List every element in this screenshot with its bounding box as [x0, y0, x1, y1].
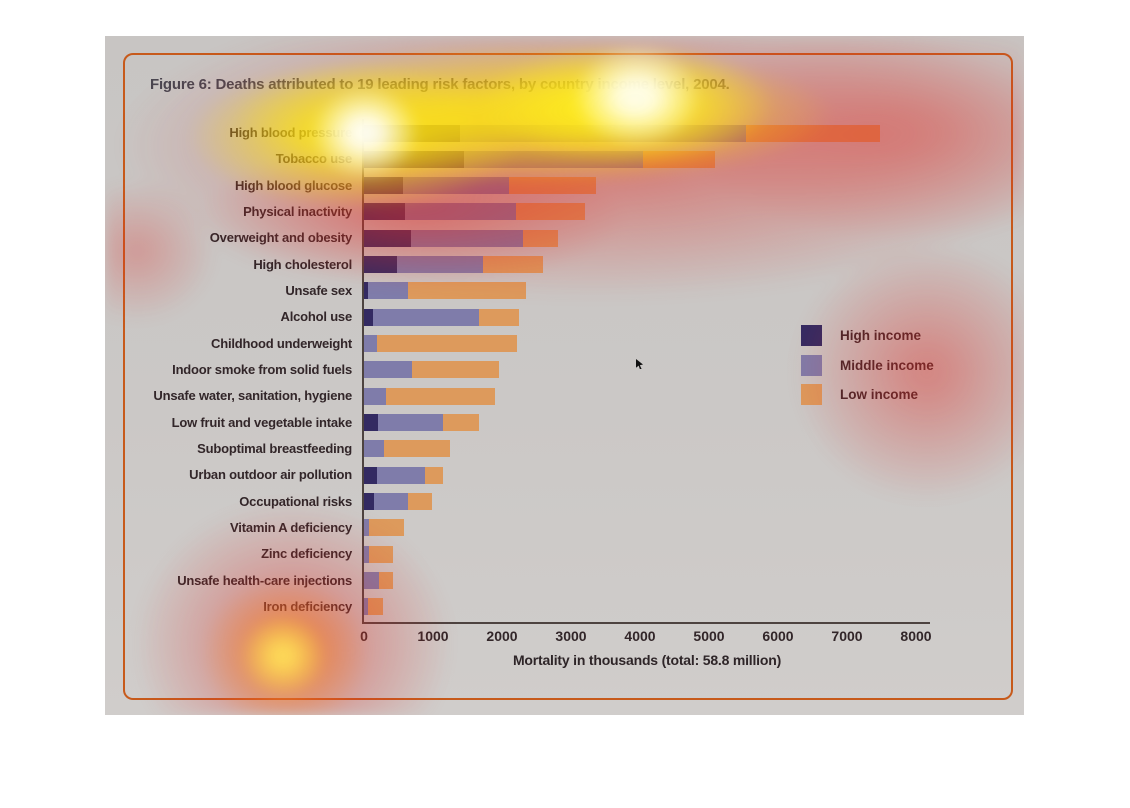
- risk-factor-label: Childhood underweight: [211, 335, 352, 351]
- risk-factor-label: Urban outdoor air pollution: [189, 467, 352, 483]
- risk-factor-label: Unsafe water, sanitation, hygiene: [153, 388, 352, 404]
- x-tick-label: 8000: [900, 628, 932, 644]
- risk-factor-label: High cholesterol: [253, 256, 352, 272]
- bar-segment-low-income: [643, 150, 715, 168]
- bar-segment-middle-income: [364, 387, 387, 405]
- bar-segment-middle-income: [364, 440, 384, 458]
- bar-segment-high-income: [364, 414, 378, 432]
- bar-segment-low-income: [515, 203, 585, 221]
- risk-factor-label: High blood pressure: [229, 125, 352, 140]
- mouse-cursor-icon: [636, 359, 643, 369]
- x-tick-label: 3000: [555, 628, 587, 644]
- bar-segment-high-income: [364, 177, 403, 195]
- bar-segment-middle-income: [364, 361, 413, 379]
- legend-label: Low income: [840, 387, 919, 402]
- risk-factor-label: Unsafe health-care injections: [177, 572, 352, 588]
- risk-factor-label: Unsafe sex: [285, 282, 352, 298]
- legend-swatch-middle-income: [801, 354, 822, 376]
- legend-swatch-high-income: [801, 325, 822, 346]
- bar-segment-high-income: [364, 124, 460, 142]
- bar-segment-low-income: [479, 308, 519, 326]
- bar-segment-middle-income: [368, 282, 409, 300]
- chart-screenshot: Figure 6: Deaths attributed to 19 leadin…: [105, 36, 1024, 715]
- bar-segment-low-income: [386, 387, 496, 405]
- x-tick-label: 6000: [762, 628, 794, 644]
- legend-swatch-low-income: [801, 384, 822, 405]
- risk-factor-label: High blood glucose: [234, 177, 352, 193]
- bar-segment-middle-income: [397, 256, 484, 274]
- legend-label: Middle income: [840, 357, 934, 373]
- x-tick-label: 1000: [417, 628, 449, 644]
- bar-segment-middle-income: [459, 124, 747, 142]
- bar-segment-middle-income: [404, 203, 516, 221]
- risk-factor-label: Low fruit and vegetable intake: [171, 414, 353, 430]
- bar-segment-low-income: [377, 335, 518, 353]
- bar-segment-low-income: [408, 493, 433, 511]
- bar-segment-high-income: [364, 466, 378, 484]
- bar-segment-high-income: [364, 256, 398, 274]
- x-tick-label: 5000: [693, 628, 725, 644]
- bar-segment-middle-income: [374, 493, 409, 511]
- risk-factor-label: Suboptimal breastfeeding: [197, 440, 352, 456]
- bar-segment-middle-income: [364, 335, 378, 353]
- bar-segment-low-income: [368, 519, 405, 537]
- risk-factor-label: Tobacco use: [275, 151, 353, 167]
- risk-factor-label: Iron deficiency: [263, 598, 352, 614]
- x-tick-label: 2000: [486, 628, 518, 644]
- bar-segment-low-income: [483, 256, 544, 274]
- bar-segment-high-income: [364, 203, 405, 221]
- bar-segment-low-income: [746, 124, 881, 142]
- bar-segment-high-income: [364, 308, 373, 326]
- bar-segment-low-income: [508, 177, 596, 195]
- risk-factor-label: Indoor smoke from solid fuels: [172, 361, 352, 377]
- bar-segment-middle-income: [377, 466, 426, 484]
- bar-segment-low-income: [408, 282, 527, 300]
- bar-segment-high-income: [364, 150, 465, 168]
- figure-title: Figure 6: Deaths attributed to 19 leadin…: [150, 76, 730, 93]
- legend-label: High income: [840, 328, 922, 343]
- bar-segment-low-income: [412, 361, 500, 379]
- bar-segment-middle-income: [464, 150, 644, 168]
- x-axis-line: [362, 622, 930, 624]
- bar-segment-middle-income: [377, 414, 443, 432]
- x-tick-label: 7000: [831, 628, 863, 644]
- bar-segment-middle-income: [372, 308, 480, 326]
- x-tick-label: 0: [360, 628, 368, 644]
- bar-segment-middle-income: [402, 177, 509, 195]
- risk-factor-label: Zinc deficiency: [261, 546, 352, 562]
- risk-factor-label: Vitamin A deficiency: [230, 519, 352, 535]
- bar-segment-low-income: [425, 466, 444, 484]
- bar-segment-low-income: [368, 598, 383, 616]
- bar-segment-low-income: [442, 414, 479, 432]
- x-tick-label: 4000: [624, 628, 656, 644]
- bar-segment-middle-income: [410, 229, 523, 247]
- bar-segment-high-income: [364, 229, 411, 247]
- risk-factor-label: Occupational risks: [239, 493, 352, 509]
- bar-segment-low-income: [379, 572, 393, 590]
- bar-segment-low-income: [384, 440, 451, 458]
- risk-factor-label: Physical inactivity: [243, 203, 352, 219]
- bar-segment-high-income: [364, 493, 375, 511]
- bar-segment-middle-income: [364, 572, 380, 590]
- x-axis-title: Mortality in thousands (total: 58.8 mill…: [512, 652, 782, 668]
- bar-segment-low-income: [368, 545, 393, 563]
- bar-segment-low-income: [522, 229, 558, 247]
- risk-factor-label: Alcohol use: [280, 309, 353, 325]
- y-axis-line: [362, 119, 364, 622]
- risk-factor-label: Overweight and obesity: [209, 230, 352, 246]
